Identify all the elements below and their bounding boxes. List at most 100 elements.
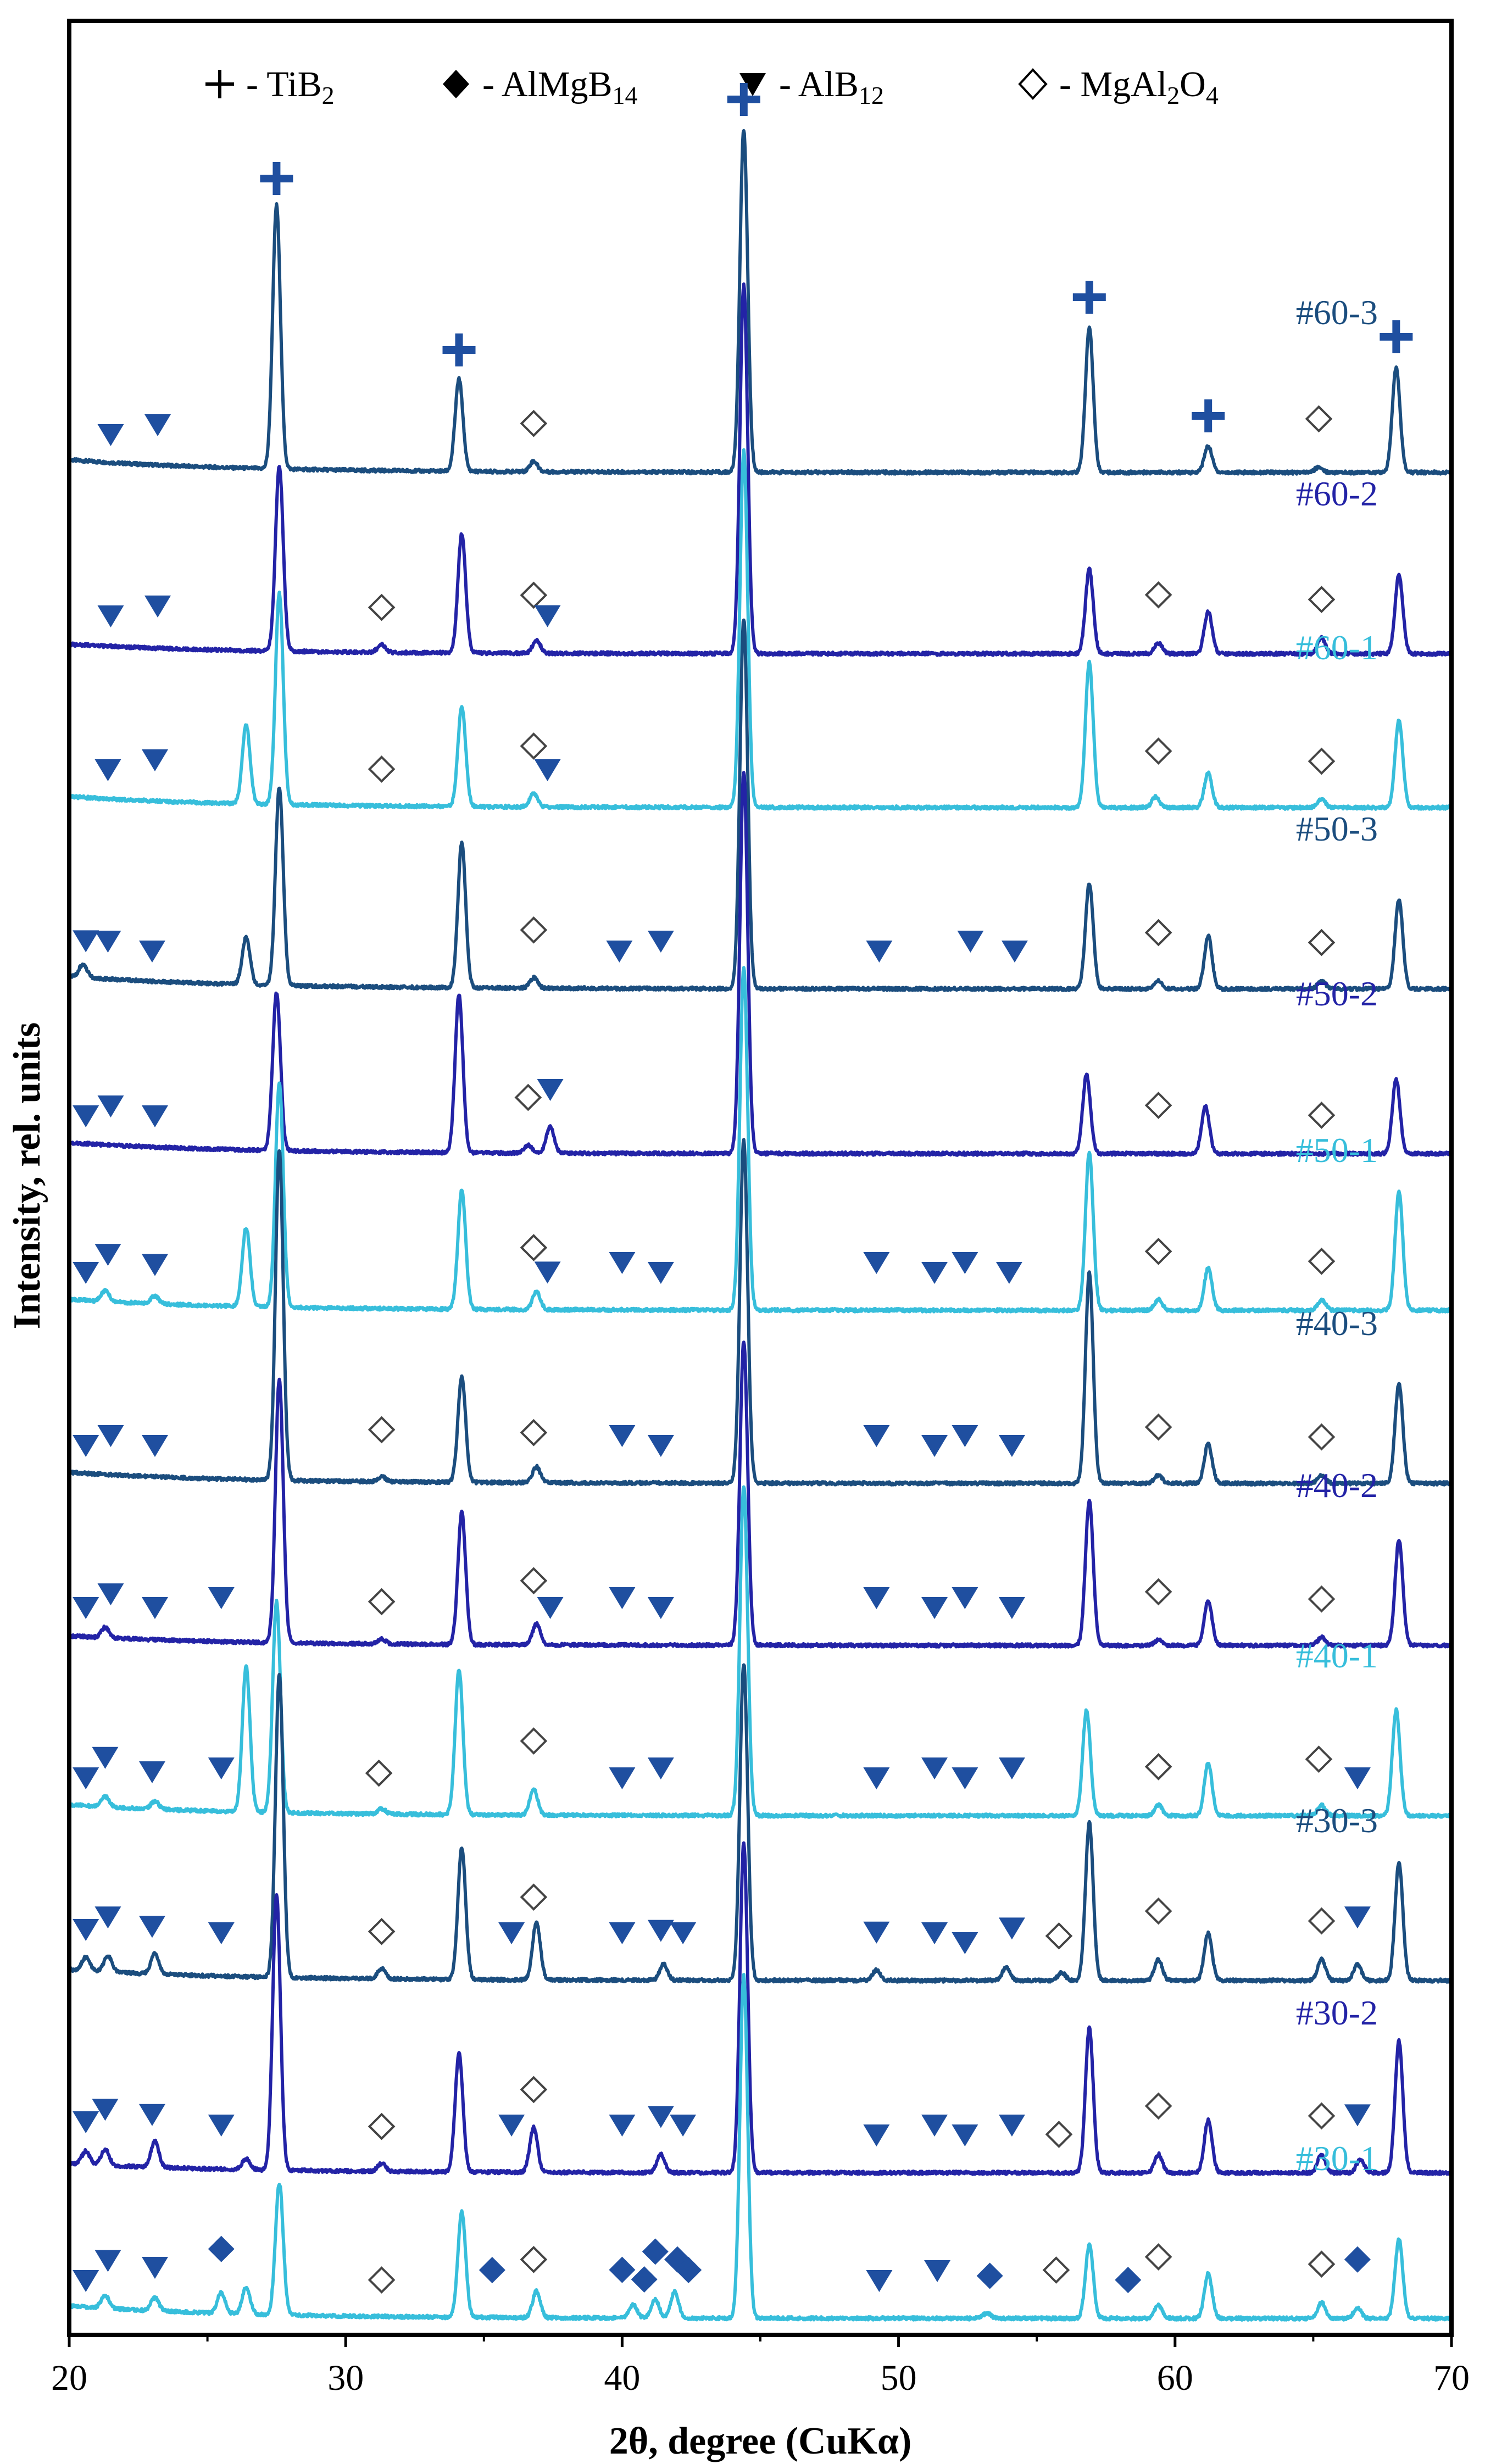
mgal2o4-open-diamond-marker — [1144, 919, 1172, 947]
x-axis: 20 30 40 50 60 70 — [51, 2335, 1470, 2398]
alb12-triangle-marker — [647, 1757, 674, 1779]
series-label: #40-2 — [1296, 1466, 1378, 1505]
alb12-triangle-marker — [141, 1597, 168, 1619]
alb12-triangle-marker — [1344, 1767, 1371, 1789]
tib2-plus-marker — [1192, 399, 1225, 432]
series-label: #30-2 — [1296, 1993, 1378, 2032]
alb12-triangle-marker — [609, 1425, 636, 1447]
legend-text-main: - MgAl — [1059, 64, 1167, 104]
tib2-plus-marker — [442, 333, 476, 366]
alb12-triangle-marker — [208, 1587, 235, 1609]
legend-triangle-icon — [739, 73, 766, 96]
alb12-triangle-marker — [537, 1597, 564, 1619]
alb12-triangle-marker — [498, 1922, 525, 1944]
alb12-triangle-marker — [141, 749, 168, 771]
alb12-triangle-marker — [138, 1916, 165, 1938]
alb12-triangle-marker — [866, 941, 893, 963]
alb12-triangle-marker — [998, 1597, 1025, 1619]
mgal2o4-open-diamond-marker — [1305, 1745, 1333, 1773]
mgal2o4-open-diamond-marker — [1305, 405, 1333, 433]
alb12-triangle-marker — [921, 2115, 948, 2137]
mgal2o4-open-diamond-marker — [1308, 747, 1336, 775]
legend-diamond-filled-icon — [443, 70, 469, 98]
tib2-plus-marker — [1072, 281, 1106, 314]
almgb14-diamond-marker — [609, 2256, 636, 2283]
series-trace-60-1 — [68, 448, 1453, 811]
series-label: #50-1 — [1296, 1131, 1378, 1170]
legend-text-main: - TiB — [246, 64, 322, 104]
alb12-triangle-marker — [73, 1435, 99, 1457]
almgb14-diamond-marker — [479, 2257, 505, 2283]
mgal2o4-open-diamond-marker — [1308, 1102, 1336, 1129]
mgal2o4-open-diamond-marker — [1308, 1247, 1336, 1275]
mgal2o4-open-diamond-marker — [520, 1419, 548, 1447]
series-label: #40-3 — [1296, 1304, 1378, 1343]
series-labels: #60-3 #60-2 #60-1 #50-3 #50-2 #50-1 #40-3 #40-2… — [1296, 293, 1378, 2178]
series-trace-30-3 — [68, 1663, 1453, 1984]
mgal2o4-open-diamond-marker — [520, 1234, 548, 1261]
mgal2o4-open-diamond-marker — [520, 1883, 548, 1911]
alb12-triangle-marker — [863, 1425, 890, 1447]
alb12-triangle-marker — [208, 2115, 235, 2137]
mgal2o4-open-diamond-marker — [368, 1416, 396, 1444]
alb12-triangle-marker — [647, 931, 674, 953]
mgal2o4-open-diamond-marker — [1045, 1922, 1073, 1950]
series-trace-30-2 — [68, 1841, 1453, 2176]
mgal2o4-open-diamond-marker — [1144, 1578, 1172, 1606]
alb12-triangle-marker — [952, 2124, 978, 2146]
alb12-triangle-marker — [73, 1105, 99, 1127]
mgal2o4-open-diamond-marker — [1144, 1753, 1172, 1781]
alb12-triangle-marker — [998, 1757, 1025, 1779]
mgal2o4-open-diamond-marker — [1144, 1897, 1172, 1925]
alb12-triangle-marker — [647, 1435, 674, 1457]
alb12-triangle-marker — [952, 1252, 978, 1274]
alb12-triangle-marker — [73, 2111, 99, 2133]
alb12-triangle-marker — [97, 1095, 124, 1117]
alb12-triangle-marker — [208, 1922, 235, 1944]
mgal2o4-open-diamond-marker — [1144, 2092, 1172, 2120]
alb12-triangle-marker — [863, 1252, 890, 1274]
alb12-triangle-marker — [141, 1254, 168, 1276]
alb12-triangle-marker — [144, 414, 171, 436]
legend-diamond-open-icon — [1018, 68, 1048, 100]
series-trace-40-1 — [68, 1485, 1453, 1819]
legend-plus-icon — [205, 70, 234, 98]
almgb14-diamond-marker — [642, 2238, 669, 2265]
alb12-triangle-marker — [924, 2260, 951, 2282]
series-trace-60-3 — [68, 129, 1453, 476]
mgal2o4-open-diamond-marker — [1308, 586, 1336, 614]
alb12-triangle-marker — [138, 2104, 165, 2126]
alb12-triangle-marker — [94, 2250, 121, 2272]
alb12-triangle-marker — [863, 1767, 890, 1789]
alb12-triangle-marker — [73, 2270, 99, 2292]
alb12-triangle-marker — [670, 1922, 697, 1944]
series-label: #50-2 — [1296, 974, 1378, 1013]
alb12-triangle-marker — [647, 1920, 674, 1942]
alb12-triangle-marker — [998, 1917, 1025, 1940]
x-tick-label: 50 — [881, 2358, 917, 2398]
alb12-triangle-marker — [998, 2115, 1025, 2137]
series-label: #60-2 — [1296, 474, 1378, 513]
alb12-triangle-marker — [995, 1262, 1022, 1284]
alb12-triangle-marker — [921, 1922, 948, 1944]
mgal2o4-open-diamond-marker — [1308, 1907, 1336, 1935]
legend-text-main: - AlB — [779, 64, 859, 104]
mgal2o4-open-diamond-marker — [368, 593, 396, 621]
series-trace-50-1 — [68, 966, 1453, 1314]
mgal2o4-open-diamond-marker — [514, 1083, 542, 1111]
alb12-triangle-marker — [534, 1261, 561, 1284]
alb12-triangle-marker — [957, 931, 984, 953]
alb12-triangle-marker — [97, 424, 124, 446]
mgal2o4-open-diamond-marker — [520, 2245, 548, 2273]
alb12-triangle-marker — [647, 1597, 674, 1619]
alb12-triangle-marker — [647, 1262, 674, 1284]
mgal2o4-open-diamond-marker — [1144, 1413, 1172, 1441]
mgal2o4-open-diamond-marker — [1308, 2102, 1336, 2130]
alb12-triangle-marker — [609, 1922, 636, 1944]
alb12-triangle-marker — [1001, 941, 1028, 963]
alb12-triangle-marker — [863, 1587, 890, 1609]
alb12-triangle-marker — [73, 1597, 99, 1619]
mgal2o4-open-diamond-marker — [368, 2266, 396, 2294]
series-trace-50-3 — [68, 618, 1453, 992]
